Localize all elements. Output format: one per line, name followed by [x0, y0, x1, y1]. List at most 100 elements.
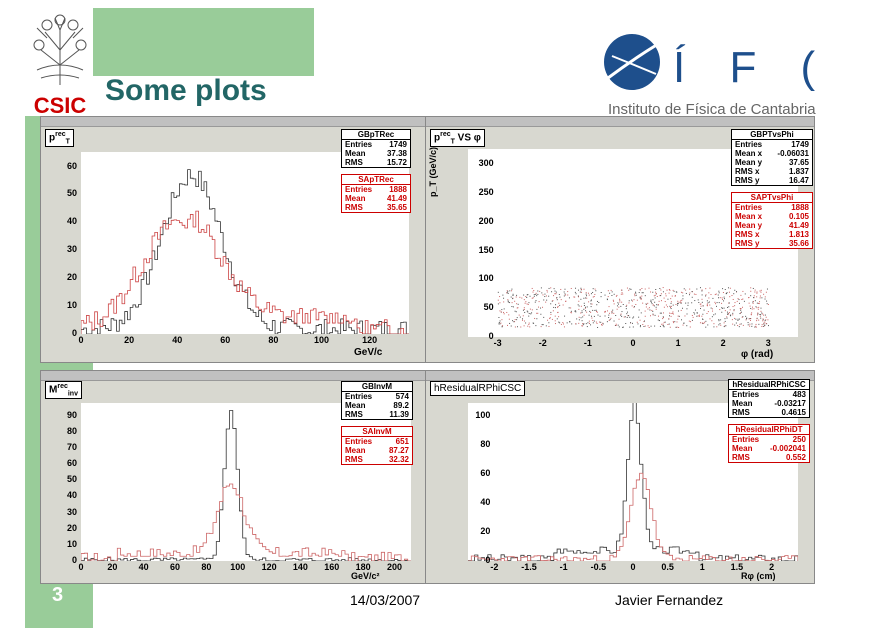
scatter-point [608, 319, 610, 321]
scatter-point [727, 313, 729, 315]
scatter-point [585, 306, 587, 308]
stats-title: GBPTvsPhi [732, 130, 812, 140]
y-tick-label: 0 [485, 555, 491, 565]
scatter-point [752, 287, 754, 289]
scatter-point [697, 315, 699, 317]
scatter-point [557, 312, 559, 314]
scatter-point [592, 319, 594, 321]
scatter-point [631, 299, 633, 301]
scatter-point [613, 303, 615, 305]
scatter-point [618, 306, 620, 308]
scatter-point [575, 293, 577, 295]
scatter-point [652, 313, 654, 315]
scatter-point [586, 306, 588, 308]
scatter-point [512, 298, 514, 300]
scatter-point [726, 311, 728, 313]
scatter-point [751, 323, 753, 325]
scatter-point [644, 310, 646, 312]
scatter-point [738, 302, 740, 304]
scatter-point [701, 290, 703, 292]
scatter-point [694, 309, 696, 311]
scatter-point [760, 310, 762, 312]
scatter-point [701, 298, 703, 300]
scatter-point [759, 295, 761, 297]
scatter-point [696, 312, 698, 314]
x-tick-label: 100 [230, 562, 246, 572]
y-tick-label: 100 [478, 273, 494, 284]
scatter-point [698, 315, 700, 317]
scatter-point [610, 289, 612, 291]
scatter-point [604, 310, 606, 312]
scatter-point [636, 299, 638, 301]
scatter-point [619, 299, 621, 301]
scatter-point [535, 325, 537, 327]
menu-bar[interactable] [41, 371, 425, 381]
scatter-point [721, 307, 723, 309]
scatter-point [669, 312, 671, 314]
scatter-point [525, 296, 527, 298]
scatter-point [628, 300, 630, 302]
scatter-point [633, 306, 635, 308]
scatter-point [592, 296, 594, 298]
scatter-point [507, 290, 509, 292]
scatter-point [654, 297, 656, 299]
scatter-point [715, 305, 717, 307]
footer-date: 14/03/2007 [350, 592, 421, 608]
scatter-point [528, 323, 530, 325]
scatter-point [662, 312, 664, 314]
scatter-point [580, 317, 582, 319]
stats-row: Mean -0.002041 [732, 444, 806, 453]
scatter-point [590, 306, 592, 308]
menu-bar[interactable] [426, 371, 814, 381]
scatter-point [676, 321, 678, 323]
scatter-point [611, 291, 613, 293]
scatter-point [556, 318, 558, 320]
scatter-point [728, 291, 730, 293]
y-tick-label: 20 [66, 272, 77, 283]
scatter-point [633, 299, 635, 301]
scatter-point [541, 292, 543, 294]
menu-bar[interactable] [426, 117, 814, 127]
scatter-point [635, 291, 637, 293]
scatter-point [752, 301, 754, 303]
scatter-point [580, 291, 582, 293]
scatter-point [586, 297, 588, 299]
scatter-point [530, 313, 532, 315]
scatter-point [588, 320, 590, 322]
scatter-point [752, 300, 754, 302]
scatter-point [557, 306, 559, 308]
scatter-point [718, 292, 720, 294]
scatter-point [735, 291, 737, 293]
scatter-point [752, 306, 754, 308]
scatter-point [698, 301, 700, 303]
scatter-point [677, 310, 679, 312]
y-tick-label: 30 [66, 244, 77, 255]
scatter-point [639, 289, 641, 291]
scatter-point [661, 323, 663, 325]
scatter-point [758, 319, 760, 321]
y-tick-label: 50 [66, 474, 77, 485]
stats-row: Mean y 41.49 [735, 221, 809, 230]
y-tick-label: 200 [478, 215, 494, 226]
scatter-point [706, 304, 708, 306]
scatter-point [721, 297, 723, 299]
y-tick-label: 60 [66, 160, 77, 171]
scatter-point [588, 294, 590, 296]
scatter-point [585, 323, 587, 325]
scatter-point [596, 322, 598, 324]
scatter-point [723, 307, 725, 309]
scatter-point [761, 297, 763, 299]
scatter-point [542, 306, 544, 308]
menu-bar[interactable] [41, 117, 425, 127]
scatter-point [660, 293, 662, 295]
x-tick-label: 2 [769, 562, 775, 572]
csic-logo: CSIC [27, 10, 93, 118]
scatter-point [540, 326, 542, 328]
scatter-point [545, 295, 547, 297]
stats-row: Entries 483 [732, 390, 806, 399]
scatter-point [666, 289, 668, 291]
scatter-point [759, 315, 761, 317]
scatter-point [578, 308, 580, 310]
scatter-point [718, 302, 720, 304]
scatter-point [663, 325, 665, 327]
